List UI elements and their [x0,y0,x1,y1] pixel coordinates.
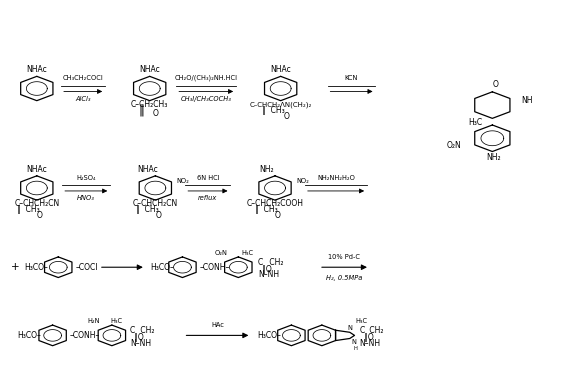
Text: ‖  CH₃: ‖ CH₃ [17,205,40,214]
Text: H₂, 0.5MPa: H₂, 0.5MPa [327,274,362,280]
Text: H₃CO–: H₃CO– [17,331,41,340]
Text: CH₂: CH₂ [267,258,283,267]
Text: N: N [347,325,352,331]
Text: H₃C: H₃C [111,318,123,324]
Text: C–CHCH₂CN: C–CHCH₂CN [132,199,178,208]
Text: O: O [284,112,290,121]
Text: ‖  CH₃: ‖ CH₃ [262,106,285,115]
Text: ‖O: ‖O [262,265,272,274]
Text: CH₂: CH₂ [138,326,155,335]
Text: reflux: reflux [198,195,218,201]
Text: H₃CO–: H₃CO– [24,263,48,272]
Text: O: O [153,109,158,118]
Text: 6N HCl: 6N HCl [196,175,219,181]
Text: O: O [156,211,161,220]
Text: H₂SO₄: H₂SO₄ [77,175,96,181]
Text: ‖  CH₃: ‖ CH₃ [135,205,158,214]
Text: C–CHCH₂ɅN(CH₂)₂: C–CHCH₂ɅN(CH₂)₂ [249,101,312,108]
Text: N: N [352,339,357,345]
Text: ‖O: ‖O [363,333,373,342]
Text: N–NH: N–NH [258,270,279,279]
Text: NHAc: NHAc [26,65,47,74]
Text: NO₂: NO₂ [176,178,189,184]
Text: C–CHCH₂COOH: C–CHCH₂COOH [247,199,304,208]
Text: NH₂: NH₂ [486,153,501,162]
Text: H₃C: H₃C [468,118,483,127]
Text: H₃CO–: H₃CO– [150,263,174,272]
Text: –COCl: –COCl [75,263,98,272]
Text: ‖: ‖ [138,104,144,117]
Text: H₃CO–: H₃CO– [257,331,281,340]
Text: N–NH: N–NH [130,339,151,348]
Text: C: C [360,326,365,335]
Text: NHAc: NHAc [270,65,291,74]
Text: NH₂NH₂H₂O: NH₂NH₂H₂O [317,175,355,181]
Text: +: + [12,262,20,272]
Text: CH₃I/CH₃COCH₃: CH₃I/CH₃COCH₃ [181,96,232,102]
Text: –CONH–: –CONH– [70,331,100,340]
Text: CH₃CH₂COCl: CH₃CH₂COCl [63,75,104,81]
Text: NHAc: NHAc [26,165,47,174]
Text: KCN: KCN [345,75,358,81]
Text: HAc: HAc [211,322,224,328]
Text: N–NH: N–NH [360,339,381,348]
Text: NH: NH [522,96,533,105]
Text: H: H [354,346,357,351]
Text: O: O [275,211,281,220]
Text: H₃C: H₃C [355,318,367,324]
Text: C–CHCH₂CN: C–CHCH₂CN [14,199,59,208]
Text: C: C [130,326,135,335]
Text: HNO₃: HNO₃ [77,195,95,201]
Text: NO₂: NO₂ [296,178,309,184]
Text: NH₂: NH₂ [259,165,274,174]
Text: C: C [258,258,263,267]
Text: C–CH₂CH₃: C–CH₂CH₃ [131,100,168,109]
Text: O₂N: O₂N [446,141,461,150]
Text: 10% Pd-C: 10% Pd-C [328,254,361,260]
Text: NHAc: NHAc [138,165,158,174]
Text: H₂N: H₂N [87,318,100,324]
Text: NHAc: NHAc [139,65,160,74]
Text: H₃C: H₃C [241,250,253,256]
Text: CH₂: CH₂ [367,326,384,335]
Text: –CONH–: –CONH– [199,263,230,272]
Text: CH₂O/(CH₃)₂NH.HCl: CH₂O/(CH₃)₂NH.HCl [175,75,238,82]
Text: ‖O: ‖O [134,333,143,342]
Text: O₂N: O₂N [215,250,228,256]
Text: O: O [493,80,499,89]
Text: AlCl₃: AlCl₃ [75,96,91,102]
Text: O: O [37,211,43,220]
Text: ‖  CH₃: ‖ CH₃ [255,205,278,214]
